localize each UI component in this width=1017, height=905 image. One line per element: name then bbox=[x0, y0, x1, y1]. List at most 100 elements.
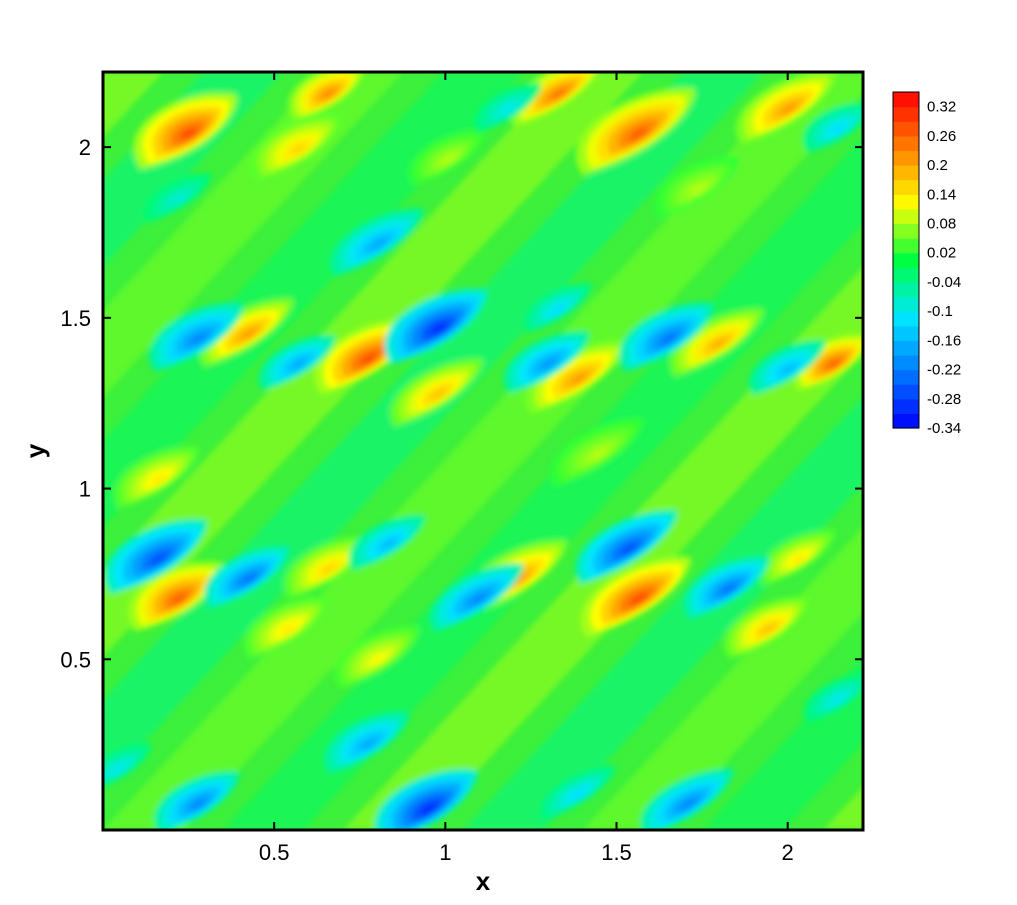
colorbar-label: -0.34 bbox=[927, 420, 961, 437]
x-tick-label: 1.5 bbox=[601, 840, 632, 865]
colorbar-label: 0.14 bbox=[927, 186, 956, 203]
contour-lobe bbox=[324, 711, 410, 774]
contour-lobe bbox=[249, 112, 344, 182]
colorbar-band bbox=[893, 208, 919, 225]
contour-lobe bbox=[348, 514, 426, 571]
contour-level bbox=[360, 353, 378, 366]
contour-level bbox=[282, 624, 297, 635]
contour-lobe bbox=[154, 771, 240, 830]
contour-level bbox=[591, 448, 608, 461]
background-band bbox=[103, 72, 863, 830]
colorbar: 0.32 0.26 0.2 0.14 0.08 0.02 -0.04 -0.1 -0.16 -0.… bbox=[892, 91, 961, 437]
contour-level bbox=[833, 695, 846, 704]
colorbar-band bbox=[893, 194, 919, 210]
contour-lobe bbox=[143, 173, 212, 223]
contour-level bbox=[192, 799, 207, 810]
contour-lobe bbox=[758, 529, 836, 586]
contour-level bbox=[113, 765, 126, 774]
contour-level bbox=[661, 333, 678, 346]
colorbar-band bbox=[893, 135, 919, 152]
contour-level bbox=[291, 143, 308, 156]
colorbar-label: 0.08 bbox=[927, 215, 956, 232]
contour-level bbox=[620, 543, 638, 556]
background-band bbox=[823, 786, 863, 830]
colorbar-band bbox=[893, 252, 919, 268]
contour-field bbox=[103, 72, 863, 830]
contour-lobe bbox=[374, 768, 478, 830]
colorbar-frame bbox=[892, 91, 920, 429]
background-band bbox=[103, 72, 403, 397]
contour-level bbox=[629, 127, 650, 142]
contour-level bbox=[383, 539, 396, 550]
y-axis: 0.5 1 1.5 2 bbox=[60, 135, 863, 672]
colorbar-label: -0.22 bbox=[927, 362, 961, 379]
contour-level bbox=[553, 305, 566, 314]
contour-lobe bbox=[390, 358, 484, 427]
y-axis-label: y bbox=[20, 443, 50, 458]
x-axis-label: x bbox=[476, 866, 491, 896]
contour-level bbox=[242, 574, 257, 585]
contour-level bbox=[241, 328, 258, 341]
contour-lobe bbox=[104, 518, 208, 595]
colorbar-band bbox=[893, 121, 919, 137]
contour-lobe bbox=[540, 765, 616, 821]
colorbar-bands bbox=[893, 92, 919, 429]
contour-level bbox=[191, 333, 208, 346]
colorbar-label: -0.28 bbox=[927, 391, 961, 408]
contour-level bbox=[322, 564, 337, 575]
contour-level bbox=[180, 127, 198, 141]
contour-lobe bbox=[284, 536, 370, 599]
colorbar-band bbox=[893, 296, 919, 312]
colorbar-label: -0.16 bbox=[927, 332, 961, 349]
colorbar-label: 0.26 bbox=[927, 128, 956, 145]
background-band bbox=[103, 72, 163, 137]
contour-lobe bbox=[204, 546, 290, 609]
y-tick-label: 2 bbox=[79, 135, 91, 160]
colorbar-band bbox=[893, 311, 919, 327]
contour-lobe bbox=[735, 72, 838, 145]
contour-lobe bbox=[619, 302, 714, 372]
colorbar-band bbox=[893, 223, 919, 239]
contour-level bbox=[692, 184, 707, 195]
contour-level bbox=[570, 373, 588, 386]
contour-level bbox=[371, 238, 388, 251]
contour-level bbox=[681, 798, 698, 811]
colorbar-label: 0.32 bbox=[927, 99, 956, 116]
colorbar-label: -0.1 bbox=[927, 303, 953, 320]
colorbar-label: -0.04 bbox=[927, 274, 961, 291]
colorbar-band bbox=[893, 325, 919, 341]
contour-lobe bbox=[504, 331, 590, 394]
contour-level bbox=[551, 88, 568, 101]
contour-level bbox=[293, 359, 306, 370]
contour-level bbox=[430, 323, 448, 336]
contour-lobe bbox=[149, 302, 244, 372]
contour-lobe bbox=[244, 596, 330, 659]
contour-lobe bbox=[575, 510, 678, 585]
contour-lobe bbox=[510, 72, 604, 127]
colorbar-band bbox=[893, 398, 919, 414]
contour-layers bbox=[103, 72, 863, 830]
y-tick-label: 0.5 bbox=[60, 647, 91, 672]
contour-lobe bbox=[670, 308, 764, 377]
contour-level bbox=[573, 790, 586, 800]
contour-lobe bbox=[384, 288, 488, 365]
x-tick-label: 2 bbox=[782, 840, 794, 865]
contour-lobe bbox=[525, 340, 628, 415]
y-tick-label: 1 bbox=[79, 477, 91, 502]
contour-lobe bbox=[258, 334, 336, 391]
contour-level bbox=[780, 103, 798, 116]
colorbar-band bbox=[893, 150, 919, 166]
contour-level bbox=[150, 553, 168, 566]
colorbar-band bbox=[893, 413, 919, 429]
contour-level bbox=[722, 584, 737, 595]
contour-lobe bbox=[684, 556, 770, 619]
contour-level bbox=[542, 359, 557, 370]
background-band bbox=[103, 72, 763, 787]
contour-level bbox=[323, 89, 336, 100]
contour-level bbox=[783, 364, 796, 375]
contour-level bbox=[152, 474, 167, 485]
contour-level bbox=[362, 739, 377, 750]
colorbar-band bbox=[893, 267, 919, 283]
contour-lobe bbox=[803, 673, 863, 723]
contour-level bbox=[630, 592, 649, 607]
